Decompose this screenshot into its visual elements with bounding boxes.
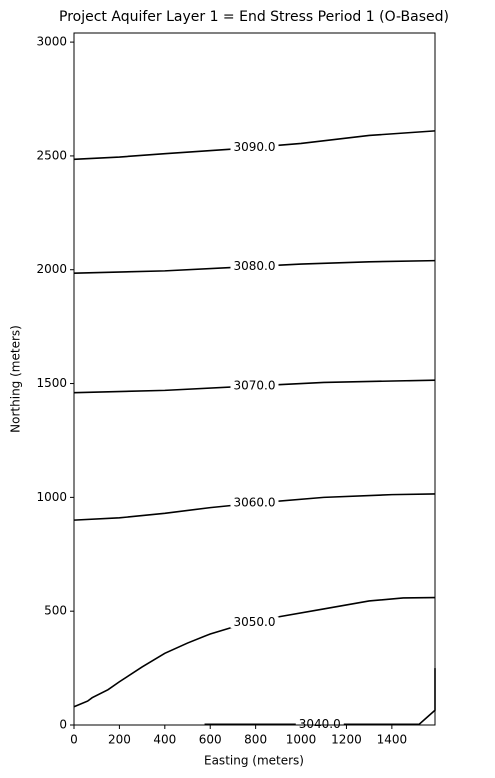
y-tick-label: 3000 (36, 35, 67, 49)
contour-label: 3060.0 (234, 496, 276, 510)
contour-label: 3070.0 (234, 378, 276, 392)
plot-frame (73, 32, 436, 726)
x-tick-label: 1000 (286, 733, 317, 747)
x-tick-label: 1200 (331, 733, 362, 747)
y-tick-label: 2500 (36, 148, 67, 162)
x-axis-label: Easting (meters) (204, 754, 304, 768)
contour-label-bg (295, 718, 344, 731)
contour-label-bg (230, 379, 279, 392)
y-tick-label: 500 (44, 604, 67, 618)
y-tick-label: 1000 (36, 490, 67, 504)
x-tick-label: 400 (153, 733, 176, 747)
contour-label-bg (230, 497, 279, 510)
contour-label-bg (230, 260, 279, 273)
contour-label: 3090.0 (234, 140, 276, 154)
contour-line (73, 596, 436, 708)
chart-title: Project Aquifer Layer 1 = End Stress Per… (59, 9, 449, 25)
x-tick-label: 800 (244, 733, 267, 747)
y-tick-label: 2000 (36, 262, 67, 276)
contour-label: 3080.0 (234, 259, 276, 273)
contour-label-bg (230, 141, 279, 154)
contour-label: 3050.0 (234, 615, 276, 629)
contour-label: 3040.0 (299, 717, 341, 731)
y-axis-label: Northing (meters) (9, 325, 23, 433)
x-tick-label: 0 (70, 733, 78, 747)
x-tick-label: 600 (199, 733, 222, 747)
y-tick-label: 0 (59, 718, 67, 732)
contour-label-bg (230, 616, 279, 629)
y-tick-label: 1500 (36, 376, 67, 390)
x-tick-label: 200 (108, 733, 131, 747)
x-tick-label: 1400 (377, 733, 408, 747)
